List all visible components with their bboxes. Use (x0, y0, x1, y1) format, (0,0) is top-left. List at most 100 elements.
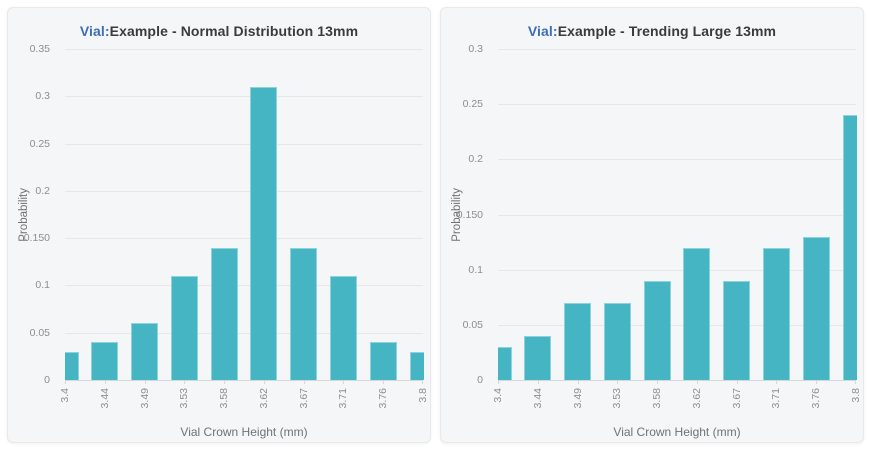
y-tick-label: 0 (477, 374, 483, 386)
x-tick-label: 3.67 (298, 388, 310, 409)
bar[interactable] (498, 347, 512, 380)
y-tick-label: 0.1 (35, 279, 50, 291)
chart-title-text: Example - Normal Distribution 13mm (109, 23, 359, 39)
chart-card-normal-distribution: Vial:Example - Normal Distribution 13mm … (7, 7, 431, 443)
x-tick-mark (105, 380, 106, 384)
x-tick-label: 3.62 (258, 388, 270, 409)
bar[interactable] (171, 276, 198, 380)
y-axis-tick-labels: 0.35 0.3 0.25 0.2 0.150 0.1 0.05 0 (8, 43, 57, 386)
x-tick-label: 3.58 (218, 388, 230, 409)
y-tick-label: 0.3 (468, 43, 483, 55)
x-tick-mark (422, 380, 423, 384)
chart-title-prefix: Vial: (79, 23, 110, 39)
gridline (498, 159, 856, 160)
bar[interactable] (763, 248, 790, 380)
y-tick-label: 0 (44, 374, 50, 386)
y-tick-label: 0.3 (35, 90, 50, 102)
x-tick-mark (184, 380, 185, 384)
x-tick-mark (697, 380, 698, 384)
x-tick-label: 3.49 (572, 388, 584, 409)
x-tick-mark (578, 380, 579, 384)
bar[interactable] (604, 303, 631, 380)
x-tick-mark (224, 380, 225, 384)
x-tick-label: 3.62 (691, 388, 703, 409)
x-tick-mark (855, 380, 856, 384)
y-tick-label: 0.05 (462, 319, 483, 331)
gridline (498, 49, 856, 50)
x-tick-mark (145, 380, 146, 384)
bar[interactable] (410, 352, 424, 380)
bar[interactable] (683, 248, 710, 380)
x-tick-label: 3.67 (731, 388, 743, 409)
bar[interactable] (250, 87, 277, 380)
x-tick-mark (304, 380, 305, 384)
x-tick-label: 3.76 (377, 388, 389, 409)
x-tick-mark (538, 380, 539, 384)
gridline (65, 144, 423, 145)
x-tick-label: 3.71 (770, 388, 782, 409)
x-tick-mark (264, 380, 265, 384)
bar[interactable] (524, 336, 551, 380)
gridline (65, 96, 423, 97)
bar[interactable] (131, 323, 158, 380)
x-tick-mark (816, 380, 817, 384)
x-tick-label: 3.53 (178, 388, 190, 409)
plot-area (498, 49, 857, 384)
y-tick-label: 0.150 (456, 209, 483, 221)
x-axis-tick-labels: 3.4 3.44 3.49 3.53 3.58 3.62 3.67 3.71 3.76 3.8 (59, 388, 429, 422)
y-tick-label: 0.2 (35, 185, 50, 197)
x-axis-tick-labels: 3.4 3.44 3.49 3.53 3.58 3.62 3.67 3.71 3.76 3.8 (492, 388, 862, 422)
chart-title: Vial:Example - Trending Large 13mm (441, 23, 863, 39)
x-tick-label: 3.8 (850, 388, 862, 403)
gridline (498, 104, 856, 105)
gridline (65, 333, 423, 334)
x-axis-title: Vial Crown Height (mm) (613, 425, 741, 439)
y-tick-label: 0.25 (29, 138, 50, 150)
x-tick-mark (65, 380, 66, 384)
bar[interactable] (65, 352, 79, 380)
bar[interactable] (370, 342, 397, 380)
y-tick-label: 0.35 (29, 43, 50, 55)
x-axis-title: Vial Crown Height (mm) (180, 425, 308, 439)
y-tick-label: 0.2 (468, 153, 483, 165)
gridline (65, 49, 423, 50)
y-tick-label: 0.1 (468, 264, 483, 276)
gridline (65, 285, 423, 286)
x-tick-mark (498, 380, 499, 384)
bar[interactable] (644, 281, 671, 380)
bar[interactable] (723, 281, 750, 380)
x-axis-line (65, 380, 423, 381)
plot-area (65, 49, 424, 384)
bar[interactable] (803, 237, 830, 380)
y-tick-label: 0.25 (462, 98, 483, 110)
x-axis-line (498, 380, 856, 381)
x-tick-mark (737, 380, 738, 384)
bar[interactable] (290, 248, 317, 380)
y-tick-label: 0.05 (29, 327, 50, 339)
bar[interactable] (843, 115, 857, 380)
x-tick-mark (383, 380, 384, 384)
x-tick-label: 3.44 (99, 388, 111, 409)
x-tick-label: 3.4 (492, 388, 504, 403)
x-tick-label: 3.76 (810, 388, 822, 409)
x-tick-label: 3.44 (532, 388, 544, 409)
chart-title-prefix: Vial: (527, 23, 558, 39)
x-tick-label: 3.8 (417, 388, 429, 403)
bar[interactable] (91, 342, 118, 380)
bar[interactable] (564, 303, 591, 380)
gridline (65, 191, 423, 192)
gridline (498, 215, 856, 216)
chart-card-trending-large: Vial:Example - Trending Large 13mm Proba… (440, 7, 864, 443)
x-tick-label: 3.58 (651, 388, 663, 409)
y-axis-tick-labels: 0.3 0.25 0.2 0.150 0.1 0.05 0 (441, 43, 490, 386)
bar[interactable] (211, 248, 238, 380)
gridline (65, 238, 423, 239)
chart-title-text: Example - Trending Large 13mm (557, 23, 777, 39)
bar[interactable] (330, 276, 357, 380)
x-tick-mark (343, 380, 344, 384)
x-tick-label: 3.49 (139, 388, 151, 409)
gridline (498, 270, 856, 271)
y-tick-label: 0.150 (23, 232, 50, 244)
chart-title: Vial:Example - Normal Distribution 13mm (8, 23, 430, 39)
